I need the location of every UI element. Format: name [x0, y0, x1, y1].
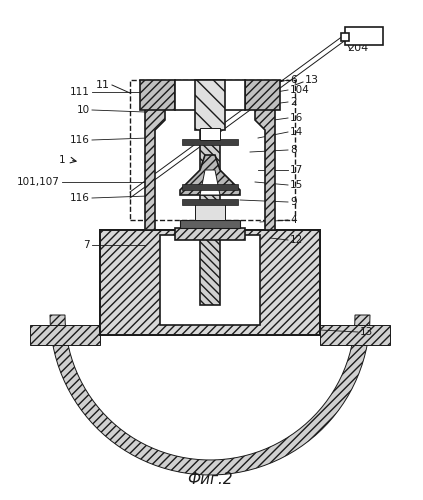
- Bar: [341, 33, 349, 41]
- Bar: [175, 228, 245, 240]
- Text: 13: 13: [360, 327, 373, 337]
- Text: 104: 104: [290, 85, 310, 95]
- Text: 14: 14: [290, 127, 303, 137]
- Text: Фиг.2: Фиг.2: [187, 472, 233, 488]
- Text: 11: 11: [96, 80, 110, 90]
- Bar: [160, 235, 260, 325]
- Text: 116: 116: [70, 193, 90, 203]
- Text: 15: 15: [290, 180, 303, 190]
- Bar: [200, 130, 220, 305]
- Polygon shape: [140, 80, 175, 110]
- Polygon shape: [245, 80, 280, 110]
- Bar: [182, 139, 238, 145]
- Text: 9: 9: [290, 197, 297, 207]
- Polygon shape: [320, 325, 390, 345]
- Bar: [182, 184, 238, 190]
- Polygon shape: [255, 85, 275, 230]
- Bar: [175, 80, 245, 110]
- Bar: [195, 200, 225, 220]
- Text: 8: 8: [290, 145, 297, 155]
- Polygon shape: [145, 85, 165, 230]
- Text: 12: 12: [290, 235, 303, 245]
- Bar: [100, 230, 320, 335]
- Text: 10: 10: [77, 105, 90, 115]
- Text: 111: 111: [70, 87, 90, 97]
- Polygon shape: [180, 155, 240, 195]
- Polygon shape: [200, 170, 220, 195]
- Bar: [195, 80, 225, 130]
- Text: 101,107: 101,107: [17, 177, 60, 187]
- Polygon shape: [30, 325, 100, 345]
- Polygon shape: [50, 315, 370, 475]
- Bar: [345, 27, 383, 45]
- Text: 1: 1: [58, 155, 65, 165]
- Bar: [180, 220, 240, 228]
- Text: 6: 6: [290, 75, 297, 85]
- Bar: [182, 199, 238, 205]
- Text: 116: 116: [70, 135, 90, 145]
- Text: 2: 2: [290, 97, 297, 107]
- Text: 4: 4: [290, 215, 297, 225]
- Text: 16: 16: [290, 113, 303, 123]
- Polygon shape: [100, 230, 320, 335]
- Text: 204: 204: [347, 43, 368, 53]
- Text: 17: 17: [290, 165, 303, 175]
- Bar: [130, 80, 295, 220]
- Bar: [200, 128, 220, 140]
- Text: 13: 13: [305, 75, 319, 85]
- Text: 7: 7: [83, 240, 90, 250]
